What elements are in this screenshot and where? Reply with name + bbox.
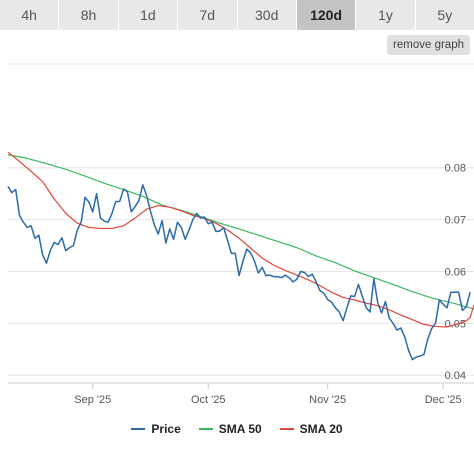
legend-label: SMA 50 bbox=[218, 422, 262, 436]
x-tick-label: Sep '25 bbox=[74, 394, 111, 406]
legend-label: SMA 20 bbox=[299, 422, 343, 436]
legend-label: Price bbox=[151, 422, 181, 436]
x-tick-label: Oct '25 bbox=[191, 394, 226, 406]
legend-item-sma-20[interactable]: SMA 20 bbox=[279, 420, 343, 438]
series-line-sma-50 bbox=[7, 154, 474, 310]
legend-item-price[interactable]: Price bbox=[131, 420, 181, 438]
x-tick-label: Nov '25 bbox=[309, 394, 346, 406]
x-tick-label: Dec '25 bbox=[425, 394, 462, 406]
tab-30d[interactable]: 30d bbox=[237, 0, 297, 30]
tab-7d[interactable]: 7d bbox=[178, 0, 238, 30]
tab-5y[interactable]: 5y bbox=[415, 0, 474, 30]
series-line-sma-20 bbox=[7, 151, 474, 328]
tab-4h[interactable]: 4h bbox=[0, 0, 60, 30]
remove-graph-button[interactable]: remove graph bbox=[387, 35, 470, 55]
y-tick-label: 0.04 bbox=[445, 370, 466, 382]
legend-swatch bbox=[131, 428, 146, 430]
y-axis-labels: 0.040.050.060.070.08 bbox=[445, 163, 466, 382]
chart-series bbox=[7, 151, 474, 361]
series-line-price bbox=[7, 184, 471, 361]
y-tick-label: 0.08 bbox=[445, 163, 466, 175]
chart-grid bbox=[8, 63, 474, 376]
tab-1d[interactable]: 1d bbox=[118, 0, 179, 30]
legend-swatch bbox=[198, 428, 213, 430]
legend-item-sma-50[interactable]: SMA 50 bbox=[198, 420, 262, 438]
legend-swatch bbox=[279, 428, 294, 430]
timeframe-tabs: 4h 8h 1d 7d 30d 120d 1y 5y bbox=[0, 0, 474, 30]
tab-1y[interactable]: 1y bbox=[356, 0, 416, 30]
tab-8h[interactable]: 8h bbox=[59, 0, 119, 30]
chart-legend: Price SMA 50 SMA 20 bbox=[0, 420, 474, 438]
y-tick-label: 0.07 bbox=[445, 215, 466, 227]
y-tick-label: 0.06 bbox=[445, 266, 466, 278]
tab-120d[interactable]: 120d bbox=[296, 0, 357, 30]
x-axis: Sep '25 Oct '25 Nov '25 Dec '25 bbox=[8, 382, 474, 406]
